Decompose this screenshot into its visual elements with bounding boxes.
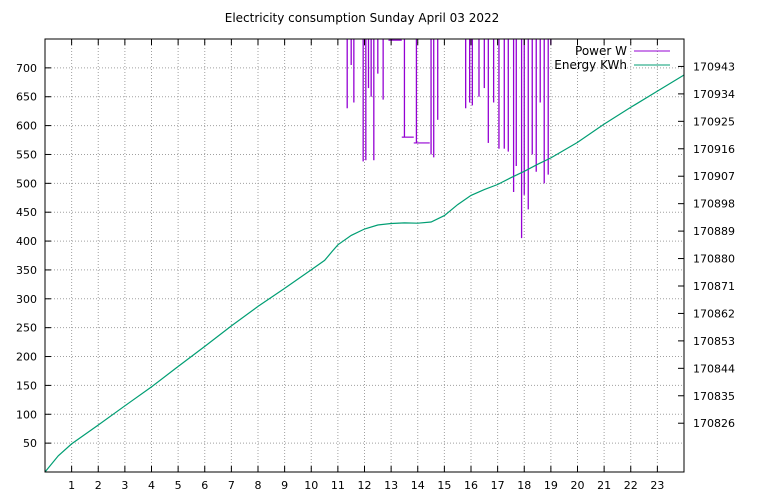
y-right-tick-label: 170889 [693, 225, 735, 238]
y-left-tick-label: 550 [16, 148, 37, 161]
y-left-tick-label: 600 [16, 120, 37, 133]
y-left-tick-label: 450 [16, 206, 37, 219]
y-left-tick-label: 300 [16, 293, 37, 306]
x-tick-label: 14 [411, 479, 425, 492]
x-tick-label: 3 [121, 479, 128, 492]
y-right-tick-label: 170925 [693, 115, 735, 128]
series-power [346, 39, 552, 239]
y-left-tick-label: 250 [16, 322, 37, 335]
y-right-tick-label: 170835 [693, 390, 735, 403]
x-tick-label: 7 [228, 479, 235, 492]
legend: Power W Energy KWh [554, 44, 670, 72]
x-tick-label: 4 [148, 479, 155, 492]
x-tick-label: 1 [68, 479, 75, 492]
y-left-tick-label: 650 [16, 91, 37, 104]
x-tick-label: 6 [201, 479, 208, 492]
y-left-tick-label: 500 [16, 177, 37, 190]
y-right-tick-label: 170934 [693, 88, 735, 101]
x-tick-label: 9 [281, 479, 288, 492]
x-tick-label: 2 [95, 479, 102, 492]
x-tick-label: 23 [650, 479, 664, 492]
y-left-tick-label: 200 [16, 351, 37, 364]
series-energy-line [44, 74, 685, 473]
chart-title: Electricity consumption Sunday April 03 … [225, 11, 500, 25]
y-right-tick-label: 170844 [693, 362, 735, 375]
y-right-tick-label: 170898 [693, 198, 735, 211]
x-tick-label: 12 [358, 479, 372, 492]
plot-area [44, 39, 685, 473]
y-left-tick-label: 50 [23, 437, 37, 450]
y-right-tick-label: 170907 [693, 170, 735, 183]
x-tick-label: 22 [624, 479, 638, 492]
x-tick-label: 5 [175, 479, 182, 492]
y-right-tick-label: 170871 [693, 280, 735, 293]
x-tick-label: 19 [544, 479, 558, 492]
y-left-tick-label: 350 [16, 264, 37, 277]
x-tick-label: 20 [571, 479, 585, 492]
y-left-tick-label: 100 [16, 408, 37, 421]
x-tick-label: 21 [597, 479, 611, 492]
legend-label-power: Power W [575, 44, 627, 58]
y-right-tick-label: 170826 [693, 417, 735, 430]
y-right-tick-label: 170916 [693, 143, 735, 156]
x-tick-label: 8 [255, 479, 262, 492]
y-right-tick-label: 170862 [693, 307, 735, 320]
y-left-tick-label: 400 [16, 235, 37, 248]
y-right-tick-label: 170880 [693, 253, 735, 266]
x-tick-label: 10 [304, 479, 318, 492]
y-left-tick-label: 150 [16, 379, 37, 392]
legend-label-energy: Energy KWh [554, 58, 627, 72]
grid-lines [45, 39, 684, 472]
x-tick-label: 16 [464, 479, 478, 492]
y-left-tick-label: 700 [16, 62, 37, 75]
x-tick-label: 13 [384, 479, 398, 492]
y-right-tick-label: 170943 [693, 60, 735, 73]
x-tick-label: 17 [491, 479, 505, 492]
axis-ticks: 1 2 3 4 5 6 7 8 9 10 11 12 13 14 15 16 17 18 19 20 21 22 23501… [16, 39, 735, 492]
x-tick-label: 18 [517, 479, 531, 492]
x-tick-label: 11 [331, 479, 345, 492]
x-tick-label: 15 [437, 479, 451, 492]
y-right-tick-label: 170853 [693, 335, 735, 348]
